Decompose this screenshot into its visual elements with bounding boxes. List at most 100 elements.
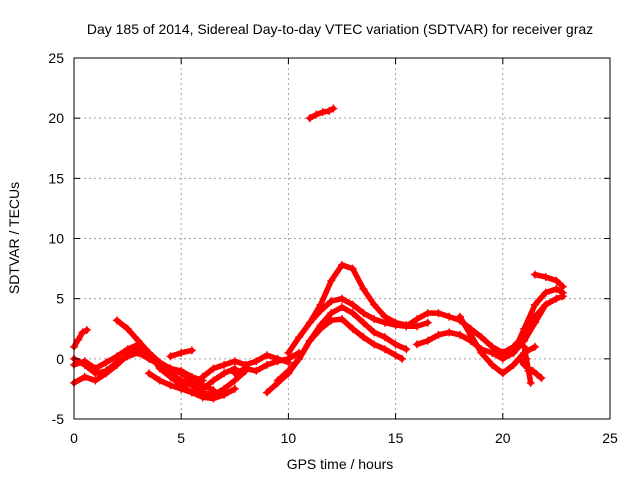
data-point bbox=[166, 369, 175, 378]
series-arc-21 bbox=[520, 342, 535, 387]
data-point bbox=[348, 264, 357, 273]
axes: 0 5 10 15 20 25 -5 0 5 10 15 20 25 bbox=[48, 50, 618, 446]
data-point bbox=[262, 388, 271, 397]
data-point bbox=[155, 360, 164, 369]
y-tick-label: -5 bbox=[52, 411, 65, 427]
data-point bbox=[455, 312, 464, 321]
data-point bbox=[391, 351, 400, 360]
data-point bbox=[329, 104, 338, 113]
data-point bbox=[530, 300, 539, 309]
series-arc-18 bbox=[509, 285, 567, 357]
data-point bbox=[380, 312, 389, 321]
data-point bbox=[552, 276, 561, 285]
data-point bbox=[187, 381, 196, 390]
data-point bbox=[509, 348, 518, 357]
data-point bbox=[423, 318, 432, 327]
y-tick-label: 15 bbox=[48, 170, 64, 186]
data-point bbox=[187, 388, 196, 397]
data-point bbox=[252, 357, 261, 366]
data-point bbox=[262, 360, 271, 369]
series-line bbox=[532, 271, 566, 290]
data-point bbox=[284, 348, 293, 357]
data-point bbox=[509, 360, 518, 369]
series-arc-06 bbox=[145, 369, 239, 403]
data-point bbox=[318, 108, 327, 117]
data-point bbox=[91, 369, 100, 378]
data-point bbox=[220, 360, 229, 369]
data-point bbox=[541, 273, 550, 282]
data-point bbox=[327, 316, 336, 325]
series-arc-07 bbox=[166, 346, 196, 361]
data-point bbox=[262, 351, 271, 360]
data-point bbox=[530, 342, 539, 351]
data-point bbox=[445, 328, 454, 337]
data-point bbox=[338, 294, 346, 303]
data-point bbox=[230, 384, 239, 393]
data-point bbox=[348, 300, 357, 309]
y-tick-label: 10 bbox=[48, 231, 64, 247]
data-point bbox=[348, 309, 357, 318]
data-point bbox=[370, 300, 379, 309]
data-point bbox=[380, 345, 389, 354]
data-point bbox=[187, 346, 196, 355]
data-point bbox=[423, 309, 432, 318]
data-point bbox=[198, 372, 207, 381]
data-point bbox=[520, 324, 529, 333]
data-point bbox=[198, 393, 207, 402]
data-point bbox=[434, 309, 443, 318]
data-point bbox=[522, 354, 531, 363]
data-point bbox=[552, 294, 561, 303]
data-point bbox=[466, 330, 475, 339]
data-point bbox=[552, 285, 561, 294]
series-line bbox=[521, 344, 534, 386]
y-tick-label: 0 bbox=[56, 351, 64, 367]
data-point bbox=[477, 348, 486, 357]
y-tick-label: 20 bbox=[48, 110, 64, 126]
data-point bbox=[134, 348, 143, 357]
data-point bbox=[558, 282, 567, 291]
data-point bbox=[230, 376, 239, 385]
data-point bbox=[477, 333, 486, 342]
data-point bbox=[533, 370, 542, 379]
data-point bbox=[80, 372, 89, 381]
data-point bbox=[488, 348, 497, 357]
data-point bbox=[123, 352, 132, 361]
data-point bbox=[359, 285, 368, 294]
data-point bbox=[434, 330, 443, 339]
data-point bbox=[488, 360, 497, 369]
data-point bbox=[209, 376, 218, 385]
data-point bbox=[402, 322, 411, 331]
series-line bbox=[307, 105, 337, 121]
data-point bbox=[520, 342, 529, 351]
data-point bbox=[359, 333, 368, 342]
data-point bbox=[305, 318, 314, 327]
series-line bbox=[71, 327, 90, 350]
data-point bbox=[370, 340, 379, 349]
data-point bbox=[391, 318, 400, 327]
data-point bbox=[166, 381, 175, 390]
data-point bbox=[530, 318, 539, 327]
series-line bbox=[457, 313, 538, 377]
data-point bbox=[312, 110, 321, 119]
data-point bbox=[91, 376, 100, 385]
y-tick-label: 5 bbox=[56, 291, 64, 307]
data-point bbox=[398, 354, 407, 363]
series-line bbox=[264, 316, 405, 396]
data-point bbox=[102, 366, 111, 375]
data-point bbox=[305, 336, 314, 345]
y-tick-label: 25 bbox=[48, 50, 64, 66]
data-point bbox=[187, 372, 196, 381]
data-point bbox=[541, 300, 550, 309]
data-point bbox=[348, 324, 357, 333]
data-point bbox=[166, 352, 175, 361]
data-point bbox=[316, 300, 325, 309]
x-tick-label: 20 bbox=[495, 430, 511, 446]
data-point bbox=[338, 315, 346, 324]
data-point bbox=[402, 345, 411, 354]
data-point bbox=[524, 366, 533, 375]
data-point bbox=[498, 369, 507, 378]
data-point bbox=[413, 322, 422, 331]
data-point bbox=[220, 390, 229, 399]
data-point bbox=[209, 364, 218, 373]
series-arc-13 bbox=[305, 260, 411, 330]
